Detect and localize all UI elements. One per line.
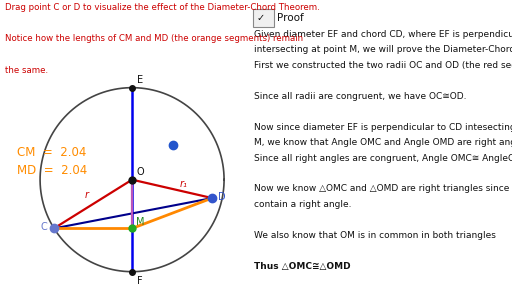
Text: CM  =  2.04: CM = 2.04 (17, 146, 87, 158)
Text: Proof: Proof (277, 13, 304, 23)
Text: intersecting at point M, we will prove the Diameter-Chord Theorem.: intersecting at point M, we will prove t… (254, 45, 512, 54)
Text: C: C (40, 222, 48, 232)
Text: F: F (137, 276, 142, 286)
Text: contain a right angle.: contain a right angle. (254, 200, 351, 209)
Text: Drag point C or D to visualize the effect of the Diameter-Chord Theorem.: Drag point C or D to visualize the effec… (5, 3, 320, 12)
Text: We also know that OM is in common in both triangles: We also know that OM is in common in bot… (254, 231, 496, 240)
Text: M, we know that Angle OMC and Angle OMD are right angles.: M, we know that Angle OMC and Angle OMD … (254, 138, 512, 147)
Text: D: D (218, 192, 225, 202)
Text: Notice how the lengths of CM and MD (the orange segments) remain: Notice how the lengths of CM and MD (the… (5, 34, 303, 43)
FancyBboxPatch shape (253, 9, 274, 27)
Text: Now since diameter EF is perpendicular to CD intesecting at point: Now since diameter EF is perpendicular t… (254, 123, 512, 132)
Text: Given diameter EF and chord CD, where EF is perpendicular to CD: Given diameter EF and chord CD, where EF… (254, 30, 512, 39)
Text: O: O (137, 167, 144, 177)
Text: r: r (84, 190, 88, 200)
Text: E: E (137, 75, 143, 85)
Text: M: M (136, 217, 144, 227)
Text: Thus △OMC≅△OMD: Thus △OMC≅△OMD (254, 262, 350, 271)
Text: r₁: r₁ (180, 179, 188, 189)
Text: MD  =  2.04: MD = 2.04 (17, 164, 88, 177)
Text: ✓: ✓ (257, 13, 265, 23)
Text: Now we know △OMC and △OMD are right triangles since they: Now we know △OMC and △OMD are right tria… (254, 184, 512, 193)
Text: the same.: the same. (5, 66, 48, 75)
Text: First we constructed the two radii OC and OD (the red segments).: First we constructed the two radii OC an… (254, 61, 512, 70)
Text: Since all right angles are congruent, Angle OMC≅ AngleOMD.: Since all right angles are congruent, An… (254, 154, 512, 162)
Text: Since all radii are congruent, we have OC≅OD.: Since all radii are congruent, we have O… (254, 92, 466, 101)
